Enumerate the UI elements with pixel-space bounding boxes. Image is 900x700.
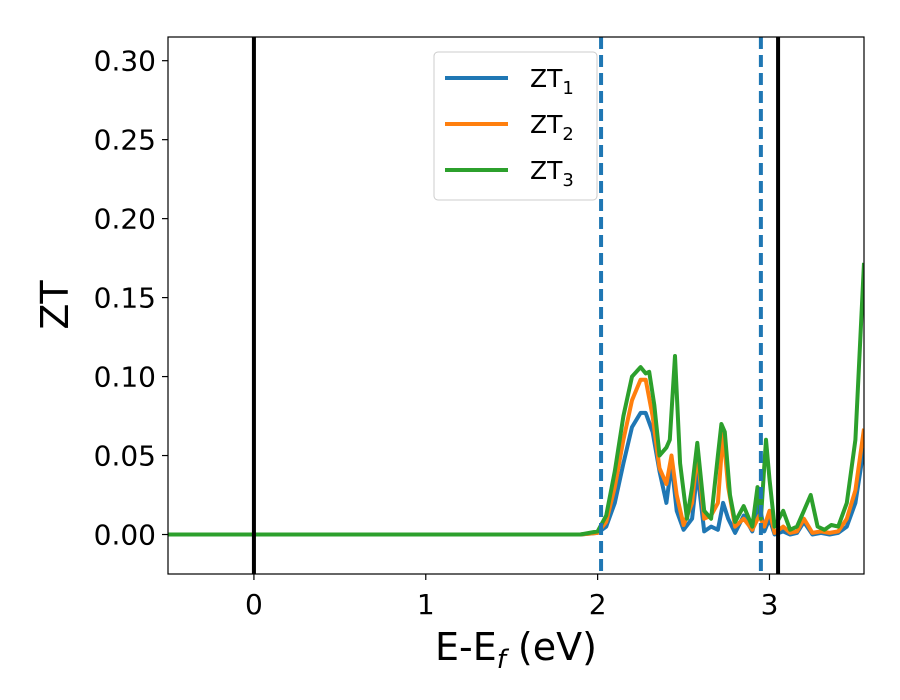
y-tick-label: 0.05 bbox=[94, 440, 156, 473]
legend-label-1: ZT1 bbox=[530, 64, 574, 99]
series-line-3 bbox=[168, 262, 864, 537]
x-tick-label: 0 bbox=[245, 588, 263, 621]
legend-label-2: ZT2 bbox=[530, 110, 574, 145]
x-tick-label: 3 bbox=[761, 588, 779, 621]
legend: ZT1 ZT2 ZT3 bbox=[433, 51, 598, 201]
y-tick-label: 0.00 bbox=[94, 519, 156, 552]
y-tick-label: 0.10 bbox=[94, 361, 156, 394]
x-axis-label-main: E-E bbox=[435, 625, 497, 669]
x-axis-label: E-Ef (eV) bbox=[435, 625, 597, 675]
y-tick-label: 0.25 bbox=[94, 124, 156, 157]
y-tick-label: 0.20 bbox=[94, 203, 156, 236]
legend-label-3: ZT3 bbox=[530, 156, 574, 191]
legend-box bbox=[433, 51, 598, 201]
plot-frame bbox=[167, 36, 865, 575]
x-axis-label-sub: f bbox=[497, 645, 510, 675]
series-line-2 bbox=[168, 377, 864, 537]
y-axis-label: ZT bbox=[33, 280, 77, 330]
x-tick-label: 2 bbox=[589, 588, 607, 621]
x-tick-label: 1 bbox=[417, 588, 435, 621]
y-tick-label: 0.30 bbox=[94, 45, 156, 78]
y-tick-label: 0.15 bbox=[94, 282, 156, 315]
x-axis-label-unit: (eV) bbox=[518, 625, 597, 669]
